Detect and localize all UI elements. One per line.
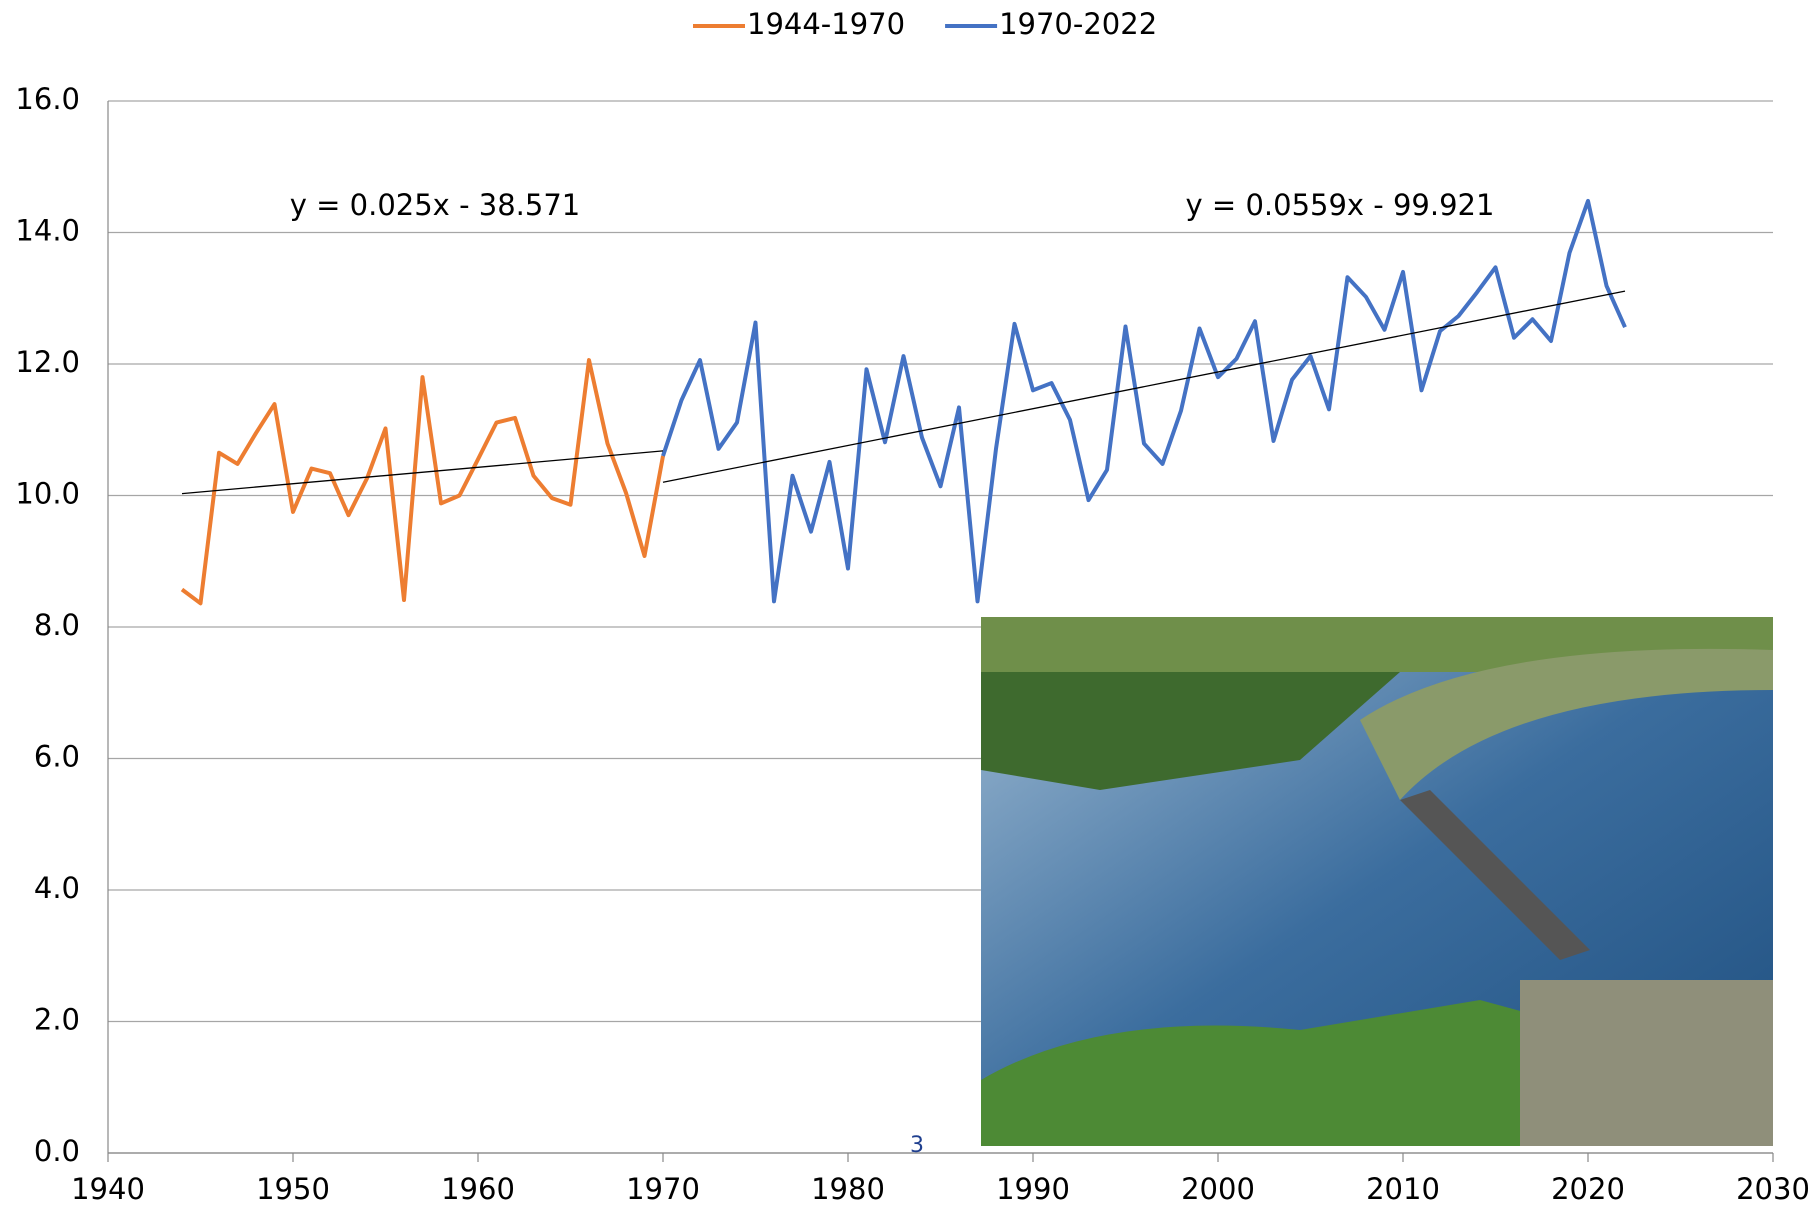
y-tick-label: 14.0	[15, 214, 80, 248]
trendline-label: y = 0.0559x - 99.921	[1186, 188, 1495, 222]
chart: 0.0 2.0 4.0 6.0 8.0 10.0 12.0 14.0 16.0 1940 1950 1…	[0, 0, 1810, 1210]
y-tick-label: 6.0	[34, 740, 80, 774]
x-tick-label: 2030	[1736, 1172, 1810, 1206]
y-tick-label: 2.0	[34, 1003, 80, 1037]
trendline	[663, 291, 1625, 482]
legend-label: 1970-2022	[999, 7, 1157, 41]
page: 0.0 2.0 4.0 6.0 8.0 10.0 12.0 14.0 16.0 1940 1950 1…	[0, 0, 1810, 1210]
y-tick-label: 8.0	[34, 608, 80, 642]
x-tick-label: 2010	[1366, 1172, 1440, 1206]
x-tick-label: 2000	[1181, 1172, 1255, 1206]
x-tick-label: 2020	[1551, 1172, 1625, 1206]
trendline-label: y = 0.025x - 38.571	[290, 188, 580, 222]
page-number: 3	[910, 1133, 924, 1158]
data-line	[663, 201, 1625, 601]
y-tick-label: 10.0	[15, 477, 80, 511]
x-tick-label: 1950	[256, 1172, 330, 1206]
y-tick-label: 0.0	[34, 1134, 80, 1168]
x-tick-label: 1970	[626, 1172, 700, 1206]
x-tick-label: 1960	[441, 1172, 515, 1206]
data-line	[182, 360, 663, 603]
y-tick-label: 12.0	[15, 345, 80, 379]
photo	[981, 617, 1773, 1146]
x-tick-label: 1990	[996, 1172, 1070, 1206]
x-tick-label: 1940	[71, 1172, 145, 1206]
y-tick-label: 16.0	[15, 82, 80, 116]
y-tick-label: 4.0	[34, 871, 80, 905]
x-tick-label: 1980	[811, 1172, 885, 1206]
trendline	[182, 451, 663, 494]
legend-label: 1944-1970	[747, 7, 905, 41]
